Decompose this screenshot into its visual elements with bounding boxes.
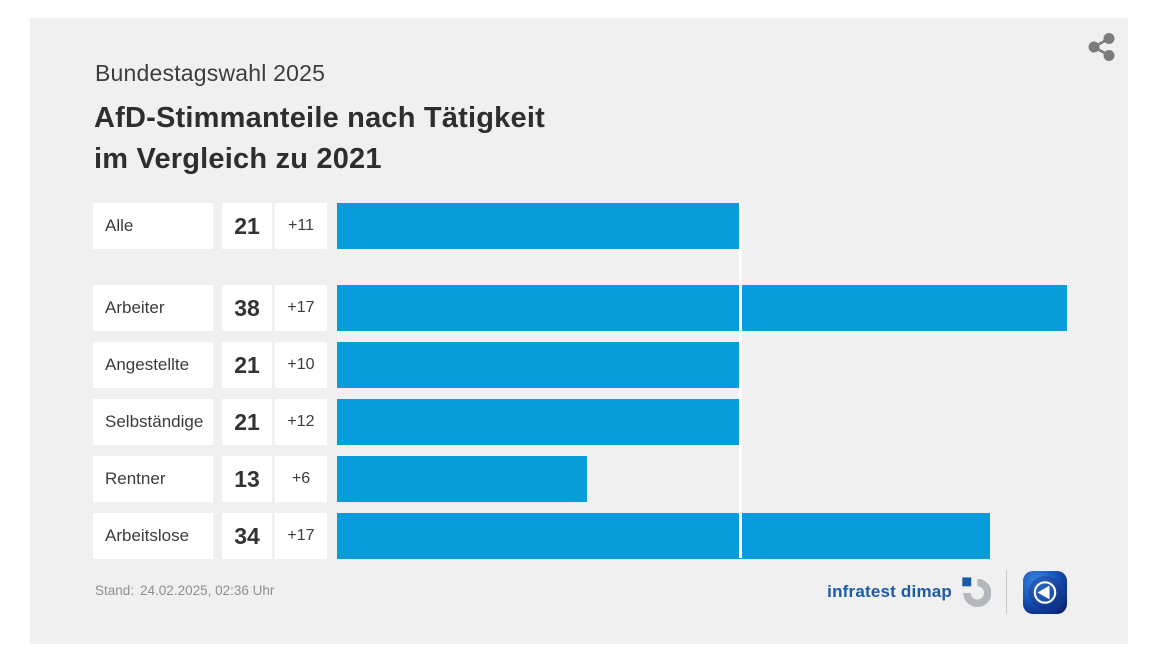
value-label: 21 [222,342,272,388]
category-label: Arbeiter [93,285,213,331]
category-label: Rentner [93,456,213,502]
value-label: 21 [222,203,272,249]
bar [337,456,587,502]
bar [337,513,990,559]
change-label: +17 [275,513,327,559]
table-row: Alle 21 +11 [93,203,1067,249]
table-row: Arbeitslose 34 +17 [93,513,1067,559]
category-label: Alle [93,203,213,249]
value-label: 13 [222,456,272,502]
timestamp-label: Stand: [95,583,135,598]
source-name: infratest dimap [827,582,952,601]
value-label: 38 [222,285,272,331]
bar [337,203,741,249]
value-label: 21 [222,399,272,445]
bar [337,399,741,445]
change-label: +6 [275,456,327,502]
change-label: +17 [275,285,327,331]
value-label: 34 [222,513,272,559]
title-line-1: AfD-Stimmanteile nach Tätigkeit [94,102,545,134]
page-title: AfD-Stimmanteile nach Tätigkeit im Vergl… [94,98,545,180]
infratest-dimap-logo [959,576,992,608]
category-label: Arbeitslose [93,513,213,559]
bar [337,342,741,388]
chart-card: Bundestagswahl 2025 AfD-Stimmanteile nac… [30,18,1128,644]
ard-tagesschau-logo [1022,570,1068,615]
divider [1006,570,1007,614]
change-label: +11 [275,203,327,249]
footer-branding: infratest dimap [827,568,1068,616]
category-label: Angestellte [93,342,213,388]
bar [337,285,1067,331]
table-row: Angestellte 21 +10 [93,342,1067,388]
table-row: Selbständige 21 +12 [93,399,1067,445]
timestamp-value: 24.02.2025, 02:36 Uhr [140,583,275,598]
reference-line [739,203,743,558]
share-icon[interactable] [1086,30,1118,62]
change-label: +10 [275,342,327,388]
chart-kicker: Bundestagswahl 2025 [95,60,326,86]
bar-chart: Alle 21 +11 Arbeiter 38 +17 Angestellte 21 +10 Se… [93,203,1067,570]
change-label: +12 [275,399,327,445]
category-label: Selbständige [93,399,213,445]
table-row: Arbeiter 38 +17 [93,285,1067,331]
table-row: Rentner 13 +6 [93,456,1067,502]
title-line-2: im Vergleich zu 2021 [94,143,382,175]
timestamp: Stand: 24.02.2025, 02:36 Uhr [95,583,274,598]
